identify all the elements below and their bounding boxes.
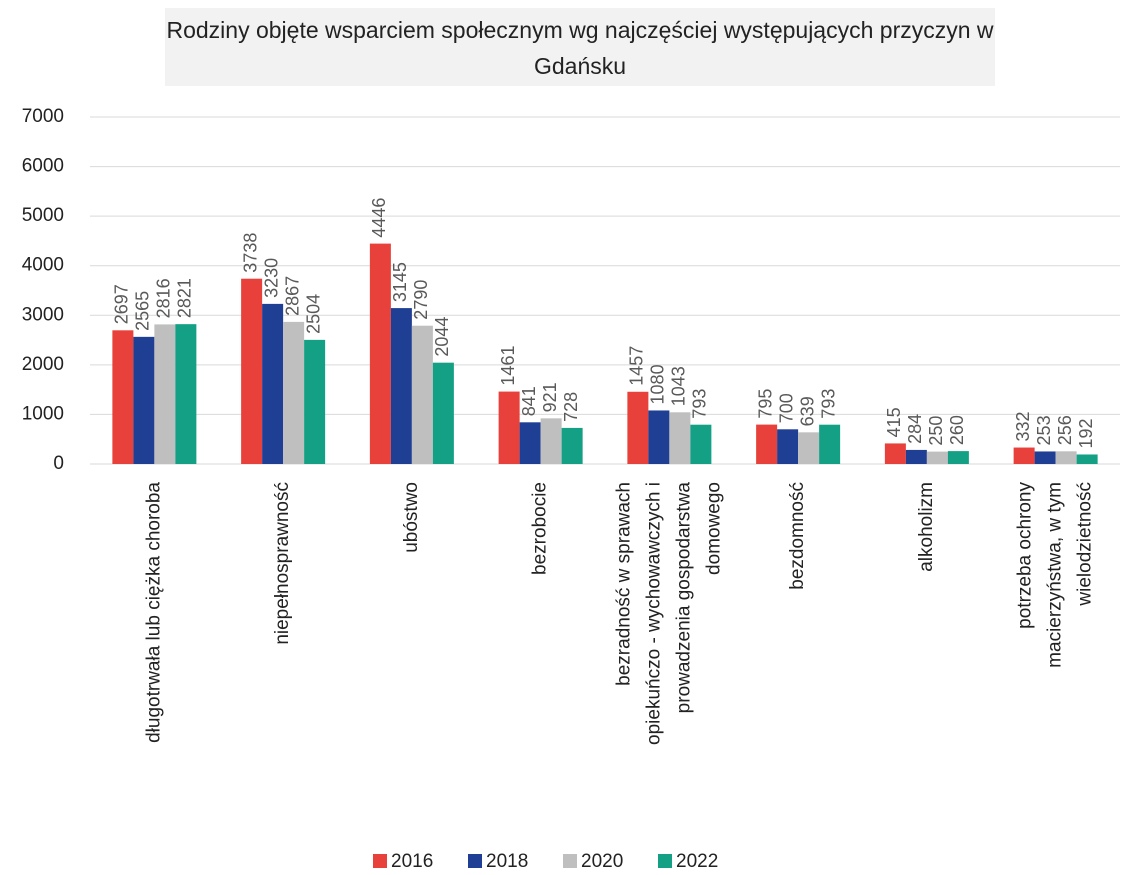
value-label: 793 (690, 389, 710, 419)
bar (304, 339, 326, 464)
bar (519, 422, 541, 464)
bar (432, 362, 454, 464)
bar (819, 424, 841, 464)
legend-swatch (658, 854, 672, 868)
bar (777, 429, 799, 464)
bar (283, 321, 305, 464)
bar (175, 324, 197, 464)
value-label: 260 (947, 415, 967, 445)
y-tick-label: 0 (53, 453, 64, 474)
x-tick-label: ubóstwo (401, 482, 422, 553)
value-label: 253 (1034, 415, 1054, 445)
chart-title: Rodziny objęte wsparciem społecznym wg n… (165, 8, 995, 86)
bar (498, 391, 520, 464)
value-label: 284 (905, 414, 925, 444)
value-label: 3738 (240, 233, 260, 273)
bar (926, 451, 948, 464)
value-label: 1043 (669, 366, 689, 406)
legend-label: 2022 (676, 851, 718, 872)
legend-swatch (563, 854, 577, 868)
bar (390, 308, 412, 464)
y-tick-label: 1000 (22, 403, 64, 424)
legend-label: 2020 (581, 851, 623, 872)
x-tick-label: długotrwała lub ciężka choroba (143, 482, 164, 743)
bar (1013, 447, 1035, 464)
y-tick-label: 4000 (22, 255, 64, 276)
bar (1055, 451, 1077, 464)
value-label: 250 (926, 416, 946, 446)
value-label: 2816 (154, 278, 174, 318)
y-tick-label: 7000 (22, 106, 64, 127)
x-tick-label: niepełnosprawność (272, 482, 293, 645)
value-label: 921 (540, 382, 560, 412)
value-label: 4446 (369, 198, 389, 238)
x-tick-label: alkoholizm (916, 482, 937, 572)
value-label: 2790 (411, 280, 431, 320)
value-label: 3145 (390, 262, 410, 302)
y-tick-label: 3000 (22, 304, 64, 325)
legend-label: 2018 (486, 851, 528, 872)
value-label: 795 (755, 389, 775, 419)
legend-swatch (373, 854, 387, 868)
bar (690, 424, 712, 464)
value-label: 256 (1055, 415, 1075, 445)
x-tick-label: potrzeba ochrony macierzyństwa, w tym wiel… (1015, 482, 1096, 668)
legend-swatch (468, 854, 482, 868)
value-label: 841 (519, 386, 539, 416)
value-label: 793 (818, 389, 838, 419)
value-label: 639 (797, 396, 817, 426)
value-label: 1080 (648, 364, 668, 404)
bar (884, 443, 906, 464)
bar (154, 324, 176, 464)
bar (905, 449, 927, 464)
y-tick-label: 6000 (22, 156, 64, 177)
bar (669, 412, 691, 464)
bar (369, 243, 391, 464)
bar (241, 278, 263, 464)
y-tick-label: 5000 (22, 205, 64, 226)
bar (1034, 451, 1056, 464)
y-tick-label: 2000 (22, 354, 64, 375)
value-label: 2821 (175, 278, 195, 318)
value-label: 2697 (112, 284, 132, 324)
bar (947, 451, 969, 464)
value-label: 192 (1076, 418, 1096, 448)
bar (411, 325, 433, 464)
value-label: 3230 (261, 258, 281, 298)
bar (648, 410, 670, 464)
value-label: 2565 (133, 291, 153, 331)
value-label: 2504 (303, 294, 323, 334)
value-label: 415 (884, 407, 904, 437)
value-label: 728 (561, 392, 581, 422)
bar (540, 418, 562, 464)
bar (262, 303, 284, 464)
value-label: 332 (1013, 411, 1033, 441)
bar (1076, 454, 1098, 464)
value-label: 1457 (627, 346, 647, 386)
value-label: 1461 (498, 346, 518, 386)
value-label: 2867 (282, 276, 302, 316)
bar (798, 432, 820, 464)
bar (627, 391, 649, 464)
bar (112, 330, 134, 464)
bar (756, 424, 778, 464)
x-tick-label: bezradność w sprawach opiekuńczo - wychow… (613, 482, 724, 745)
value-label: 2044 (432, 317, 452, 357)
bar (133, 336, 155, 464)
bar (561, 427, 583, 464)
value-label: 700 (776, 393, 796, 423)
legend-label: 2016 (391, 851, 433, 872)
x-tick-label: bezdomność (787, 482, 808, 590)
x-tick-label: bezrobocie (530, 482, 551, 575)
